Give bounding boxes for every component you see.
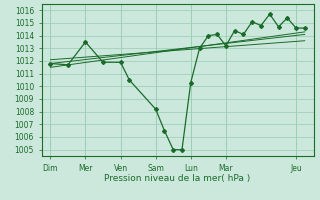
X-axis label: Pression niveau de la mer( hPa ): Pression niveau de la mer( hPa )	[104, 174, 251, 183]
